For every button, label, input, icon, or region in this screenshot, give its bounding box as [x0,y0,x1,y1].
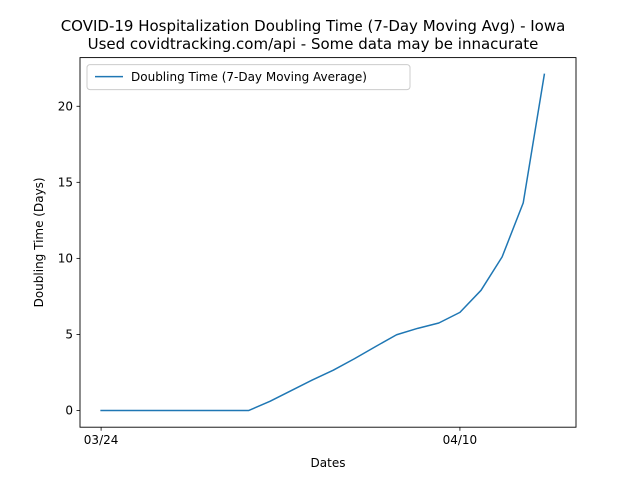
plot-area [79,57,577,428]
y-tick-label: 5 [65,328,73,342]
data-series [100,73,546,412]
legend: Doubling Time (7-Day Moving Average) [86,64,411,91]
x-tick-label: 04/10 [443,433,478,447]
y-tick-label: 0 [65,404,73,418]
legend-label: Doubling Time (7-Day Moving Average) [131,70,367,84]
y-tick-label: 20 [58,99,73,113]
y-axis-ticks: 0 5 10 15 20 [58,99,80,418]
chart-subtitle: Used covidtracking.com/api - Some data m… [88,35,539,53]
x-tick-label: 03/24 [84,433,119,447]
chart-title: COVID-19 Hospitalization Doubling Time (… [61,17,566,35]
legend-box [86,64,411,91]
y-axis-label: Doubling Time (Days) [32,177,46,307]
y-tick-label: 15 [58,176,73,190]
x-axis-label: Dates [311,456,346,470]
x-axis-ticks: 03/24 04/10 [84,427,477,447]
series-line [100,73,546,412]
y-tick-label: 10 [58,252,73,266]
